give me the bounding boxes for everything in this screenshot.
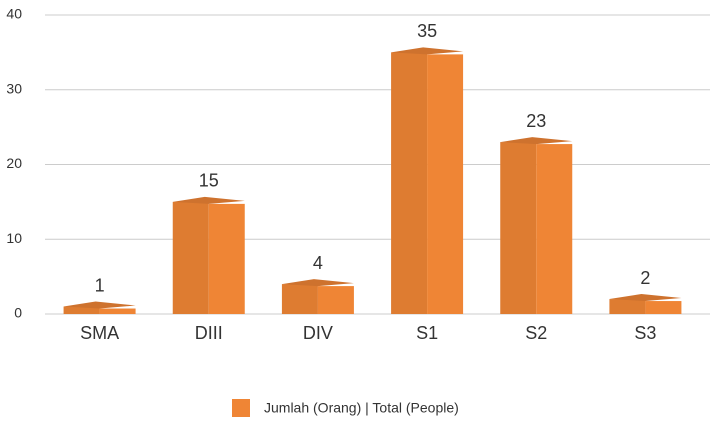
bar-left-face [63,306,100,314]
bar [391,47,464,314]
bar-right-face [99,308,136,314]
bar-top-face [281,279,354,287]
bar-right-face [317,286,354,314]
bar-top-face [63,301,136,309]
bar-left-face [500,142,537,314]
value-label: 35 [417,21,437,41]
value-label: 23 [526,111,546,131]
y-tick-label: 10 [6,230,22,246]
y-tick-label: 40 [6,6,22,22]
x-tick-label: DIV [303,323,333,343]
y-tick-label: 20 [6,155,22,171]
bar-right-face [536,144,573,314]
value-label: 2 [640,268,650,288]
x-tick-label: DIII [195,323,223,343]
bar [609,294,682,314]
bar-right-face [427,54,464,314]
value-label: 1 [95,275,105,295]
bar-top-face [500,137,573,145]
x-tick-label: S2 [525,323,547,343]
bar-right-face [645,301,682,314]
value-label: 4 [313,253,323,273]
bar-right-face [208,203,245,314]
bar-top-face [391,47,464,55]
bar-top-face [609,294,682,302]
bar [281,279,354,314]
legend-label: Jumlah (Orang) | Total (People) [264,400,459,416]
x-tick-label: S3 [634,323,656,343]
value-label: 15 [199,171,219,191]
bar-left-face [391,52,428,314]
bar-left-face [281,284,318,314]
legend-swatch [232,399,250,417]
bar [500,137,573,314]
y-tick-label: 0 [14,305,22,321]
y-tick-label: 30 [6,80,22,96]
bar [63,301,136,314]
bar [172,196,245,314]
x-tick-label: S1 [416,323,438,343]
bar-left-face [172,201,209,314]
bar-left-face [609,299,646,314]
x-tick-label: SMA [80,323,119,343]
bar-top-face [172,196,245,204]
